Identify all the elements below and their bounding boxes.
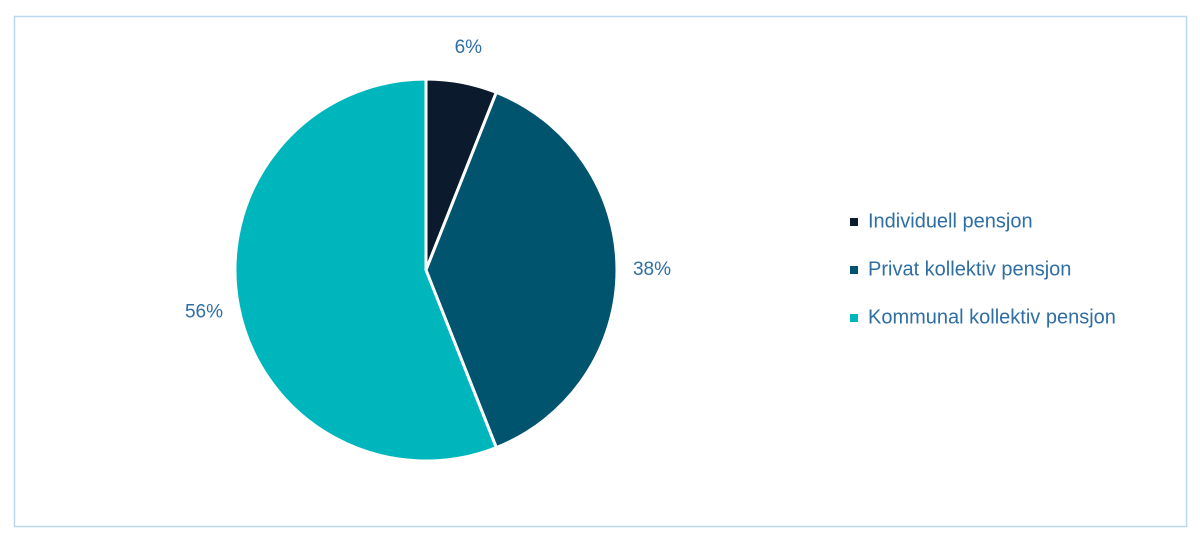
- legend-swatch: [850, 266, 858, 274]
- legend-label: Kommunal kollektiv pensjon: [868, 306, 1116, 328]
- data-label: 6%: [455, 37, 483, 58]
- legend-label: Privat kollektiv pensjon: [868, 258, 1071, 280]
- legend-label: Individuell pensjon: [868, 210, 1033, 232]
- pie-slice: [233, 77, 499, 463]
- legend-swatch: [850, 218, 858, 226]
- data-label: 56%: [185, 301, 223, 322]
- legend-swatch: [850, 314, 858, 322]
- data-label: 38%: [633, 259, 671, 280]
- pie-slice: [424, 90, 619, 450]
